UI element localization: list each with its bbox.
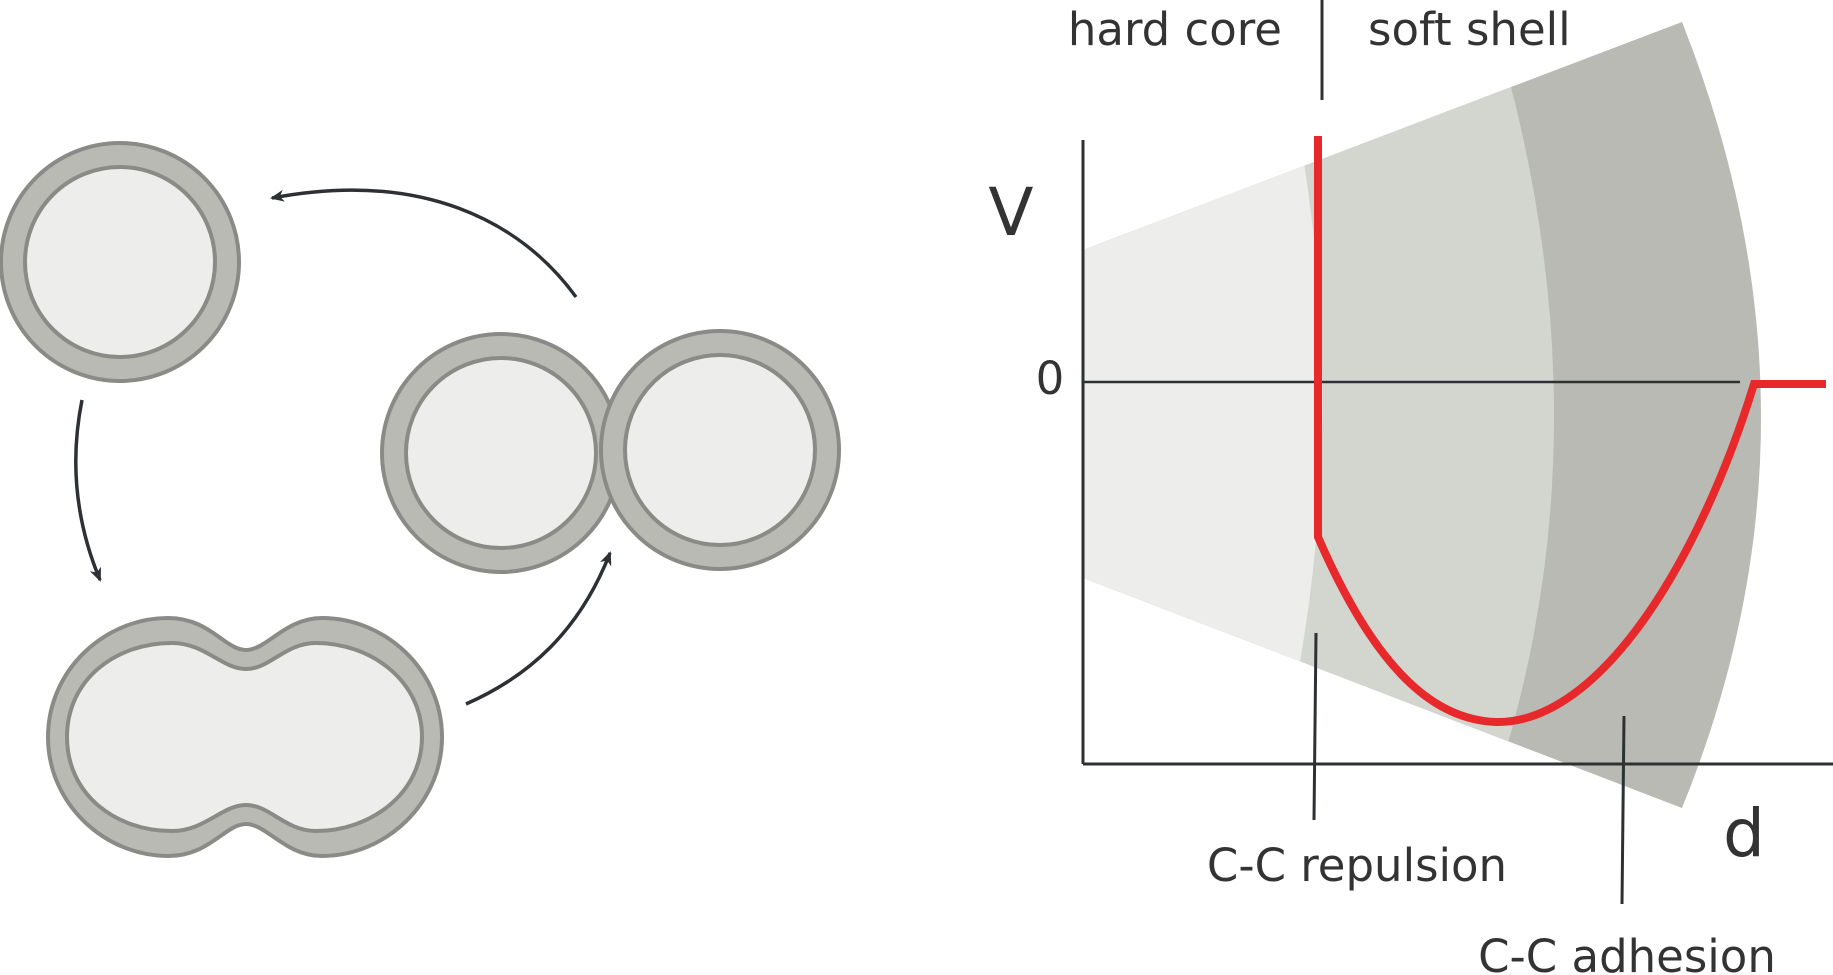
arrow-daughters-to-single xyxy=(270,188,578,299)
hard-core-label: hard core xyxy=(1068,3,1282,56)
repulsion-pointer xyxy=(1312,632,1318,821)
cell-cycle xyxy=(0,141,841,859)
adhesion-pointer xyxy=(1620,715,1626,905)
x-axis-label: d xyxy=(1723,795,1765,872)
dividing-cell-core xyxy=(64,640,425,834)
cell-core xyxy=(23,165,217,359)
repulsion-label: C-C repulsion xyxy=(1207,839,1507,892)
soft-shell-label: soft shell xyxy=(1368,3,1571,56)
arrow-divide-to-daughters xyxy=(465,551,612,706)
daughter-cell-right-core xyxy=(623,353,817,547)
zero-label: 0 xyxy=(1036,352,1065,405)
daughter-cells xyxy=(380,329,841,574)
dividing-cell xyxy=(45,615,445,859)
potential-curve xyxy=(1314,136,1826,727)
adhesion-label: C-C adhesion xyxy=(1478,930,1776,975)
single-cell xyxy=(0,141,241,383)
wedge-core-region xyxy=(1083,22,1323,800)
potential-plot: hard core soft shell V 0 d C-C repulsion… xyxy=(988,0,1833,975)
daughter-cell-left-core xyxy=(404,356,598,550)
arrow-grow-to-divide xyxy=(74,399,102,582)
y-axis-label: V xyxy=(988,174,1033,251)
